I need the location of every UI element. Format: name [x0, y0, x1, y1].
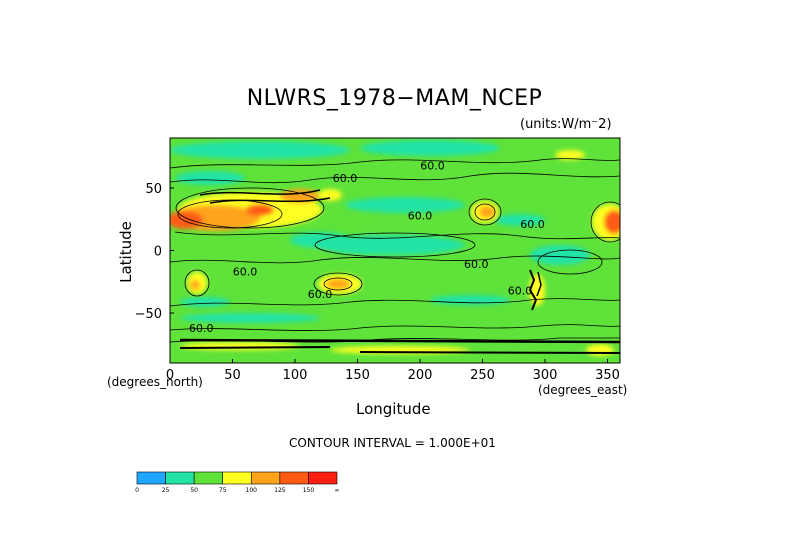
contour-labels: 60.0 60.0 60.0 60.0 60.0 60.0 60.0 60.0 60.0: [189, 159, 545, 335]
contour-label: 60.0: [189, 322, 214, 335]
contour-label: 60.0: [464, 258, 489, 271]
x-tick-label: 350: [595, 368, 620, 383]
colorbar-label: 150: [303, 487, 315, 494]
y-tick-label: −50: [135, 307, 162, 322]
x-axis-label: Longitude: [356, 400, 431, 418]
contour-label: 60.0: [333, 172, 358, 185]
chart-title: NLWRS_1978−MAM_NCEP: [246, 86, 543, 111]
x-tick-label: 200: [408, 368, 433, 383]
y-axis-ticks: 50 0 −50: [135, 182, 174, 322]
teal-asia: [175, 171, 245, 185]
teal-w-pacific: [290, 232, 350, 248]
contour-label: 60.0: [508, 284, 533, 297]
contour-label: 60.0: [408, 209, 433, 222]
teal-south-3: [180, 297, 230, 307]
colorbar-swatch: [222, 471, 252, 485]
colorbar-swatch: [193, 471, 224, 485]
contour-label: 60.0: [420, 159, 445, 172]
colorbar-swatch: [136, 471, 166, 485]
colorbar-label: 0: [135, 487, 139, 494]
colorbar-label: 75: [219, 487, 227, 494]
x-tick-label: 150: [345, 368, 370, 383]
y-tick-label: 50: [145, 182, 162, 197]
arctic-teal-2: [360, 140, 500, 156]
x-tick-label: 250: [470, 368, 495, 383]
colorbar-swatch: [308, 471, 338, 485]
teal-pacific-n: [345, 197, 465, 213]
x-tick-label: 50: [224, 368, 241, 383]
contour-interval-label: CONTOUR INTERVAL = 1.000E+01: [289, 436, 496, 450]
x-axis-ticks: 0 50 100 150 200 250 300 350: [166, 359, 620, 383]
teal-atlantic-n: [495, 214, 545, 226]
warm-greenland: [555, 150, 585, 160]
teal-south: [180, 313, 320, 323]
x-tick-label: 300: [533, 368, 558, 383]
colorbar-label: 50: [190, 487, 198, 494]
colorbar-swatch: [250, 471, 281, 485]
y-axis-units-label: (degrees_north): [107, 375, 203, 389]
x-tick-label: 0: [166, 368, 174, 383]
colorbar-label: 25: [162, 487, 170, 494]
contour-label: 60.0: [520, 218, 545, 231]
x-axis-units-label: (degrees_east): [538, 383, 628, 397]
colorbar-label: ∞: [335, 487, 340, 494]
contour-label: 60.0: [233, 266, 258, 279]
colorbar-swatch: [279, 471, 309, 485]
colorbar-swatch: [165, 471, 195, 485]
teal-pacific-eq: [315, 235, 465, 255]
contour-label: 60.0: [308, 288, 333, 301]
colorbar-label: 100: [246, 487, 258, 494]
units-label: (units:W/m⁻2): [520, 117, 612, 132]
field-layer: 60.0 60.0 60.0 60.0 60.0 60.0 60.0 60.0 60.0: [170, 138, 620, 363]
colorbar-label: 125: [274, 487, 286, 494]
y-tick-label: 0: [154, 245, 162, 260]
x-tick-label: 100: [283, 368, 308, 383]
arctic-teal-1: [170, 141, 350, 159]
